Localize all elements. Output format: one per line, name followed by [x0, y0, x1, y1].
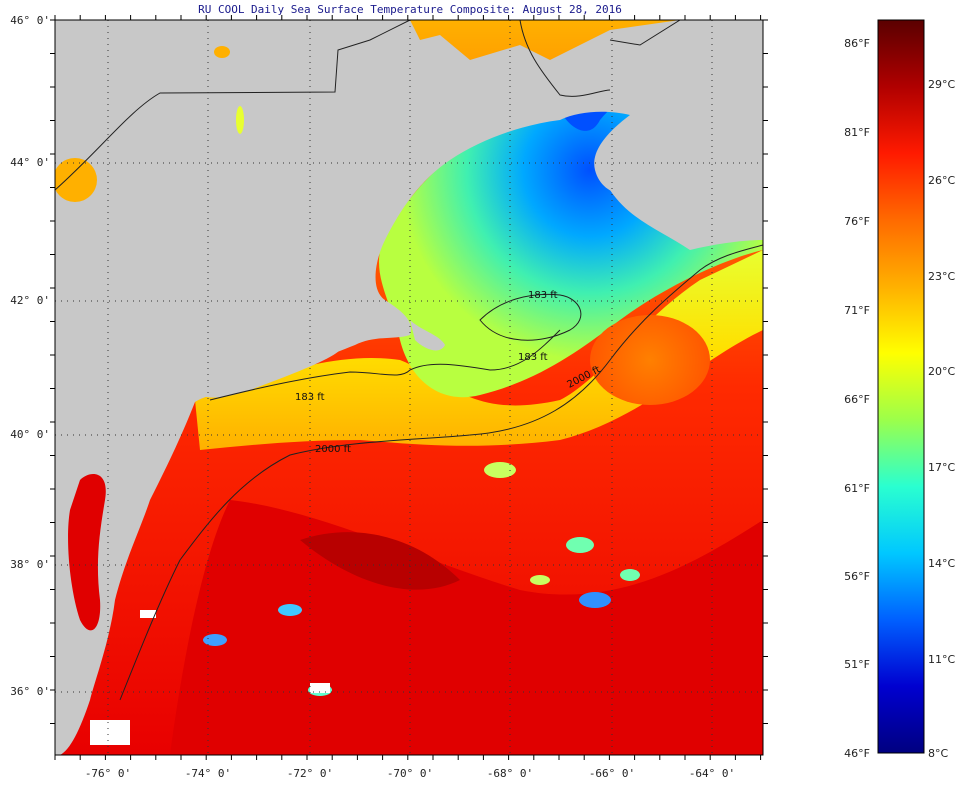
colorbar-f-label: 66°F	[844, 393, 870, 406]
nova-scotia-land	[610, 105, 763, 250]
lon-label-64: -64° 0'	[688, 767, 736, 780]
state-border	[519, 20, 611, 97]
graticule	[55, 20, 763, 755]
lat-label-40: 40° 0'	[10, 428, 50, 441]
cool-patch	[484, 462, 516, 478]
cool-patch	[566, 537, 594, 553]
colorbar-c-label: 23°C	[928, 270, 956, 283]
chesapeake-bay	[68, 474, 106, 631]
colorbar-f-label: 51°F	[844, 658, 870, 671]
lon-label-66: -66° 0'	[588, 767, 636, 780]
colorbar-c-label: 26°C	[928, 174, 956, 187]
lon-label-72: -72° 0'	[286, 767, 334, 780]
colorbar-f-label: 61°F	[844, 482, 870, 495]
colorbar	[877, 19, 925, 754]
colorbar-c-label: 14°C	[928, 557, 956, 570]
colorbar-c-label: 29°C	[928, 78, 956, 91]
contour-label-183ft: 183 ft	[295, 392, 325, 403]
colorbar-c-label: 11°C	[928, 653, 956, 666]
colorbar-c-label: 8°C	[928, 747, 949, 760]
colorbar-c-label: 17°C	[928, 461, 956, 474]
warm-patch	[214, 46, 230, 58]
map-frame	[54, 19, 764, 756]
cool-patch	[278, 604, 302, 616]
contour-label-183ft: 183 ft	[518, 352, 548, 363]
cool-patch	[203, 634, 227, 646]
colorbar-f-label: 86°F	[844, 37, 870, 50]
warm-core-dark	[300, 532, 460, 590]
lon-label-76: -76° 0'	[84, 767, 132, 780]
lon-label-74: -74° 0'	[184, 767, 232, 780]
contour-label-183ft: 183 ft	[528, 290, 558, 301]
colorbar-c-label: 20°C	[928, 365, 956, 378]
axis-ticks	[50, 15, 768, 760]
land-mass	[55, 20, 763, 755]
map-title: RU COOL Daily Sea Surface Temperature Co…	[198, 3, 622, 16]
long-island	[200, 350, 340, 398]
lat-label-38: 38° 0'	[10, 558, 50, 571]
canada-border	[609, 20, 681, 46]
warm-core-eddy	[590, 315, 710, 405]
colorbar-f-label: 81°F	[844, 126, 870, 139]
lat-label-42: 42° 0'	[10, 294, 50, 307]
depth-contour-183ft	[209, 329, 561, 401]
lon-label-70: -70° 0'	[386, 767, 434, 780]
cape-cod	[410, 320, 445, 351]
cool-patch	[579, 592, 611, 608]
state-border	[55, 20, 411, 191]
shelf-water	[195, 250, 763, 450]
lat-label-46: 46° 0'	[10, 14, 50, 27]
warm-patch	[236, 106, 244, 134]
lat-label-36: 36° 0'	[10, 685, 50, 698]
contour-label-2000ft: 2000 ft	[315, 444, 351, 455]
cool-patch	[620, 569, 640, 581]
warm-patch	[55, 158, 97, 202]
no-data-patch	[310, 683, 330, 693]
no-data-patch	[90, 720, 130, 745]
depth-contour-183ft	[479, 293, 582, 341]
no-data-patch	[140, 610, 156, 618]
colorbar-f-label: 46°F	[844, 747, 870, 760]
lat-label-44: 44° 0'	[10, 156, 50, 169]
depth-contour-2000ft	[119, 244, 763, 701]
colorbar-f-label: 71°F	[844, 304, 870, 317]
colorbar-f-label: 56°F	[844, 570, 870, 583]
lon-label-68: -68° 0'	[486, 767, 534, 780]
colorbar-f-label: 76°F	[844, 215, 870, 228]
cool-patch	[530, 575, 550, 585]
